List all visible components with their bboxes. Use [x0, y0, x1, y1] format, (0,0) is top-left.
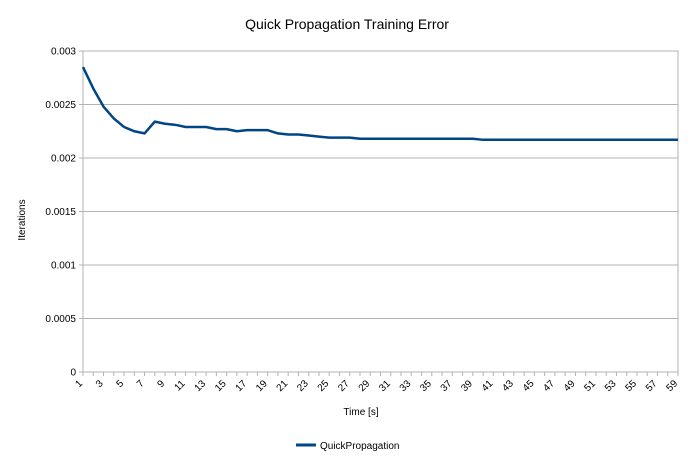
y-tick-label: 0.001	[51, 261, 76, 272]
y-tick-label: 0	[70, 368, 76, 379]
y-tick-label: 0.002	[51, 154, 76, 165]
x-axis-title: Time [s]	[343, 407, 378, 418]
y-tick-label: 0.0015	[45, 207, 76, 218]
y-tick-label: 0.003	[51, 47, 76, 58]
y-axis-title: Iterations	[17, 199, 28, 240]
chart-title: Quick Propagation Training Error	[245, 16, 449, 32]
series-group	[81, 66, 678, 142]
y-tick-label: 0.0005	[45, 314, 76, 325]
y-tick-labels: 0 0.0005 0.001 0.0015 0.002 0.0025 0.003	[45, 47, 83, 379]
legend: QuickPropagation	[296, 441, 400, 452]
legend-label-quickpropagation: QuickPropagation	[320, 441, 400, 452]
series-line-quickpropagation	[81, 66, 678, 142]
plot-area	[82, 50, 679, 373]
y-tick-label: 0.0025	[45, 100, 76, 111]
